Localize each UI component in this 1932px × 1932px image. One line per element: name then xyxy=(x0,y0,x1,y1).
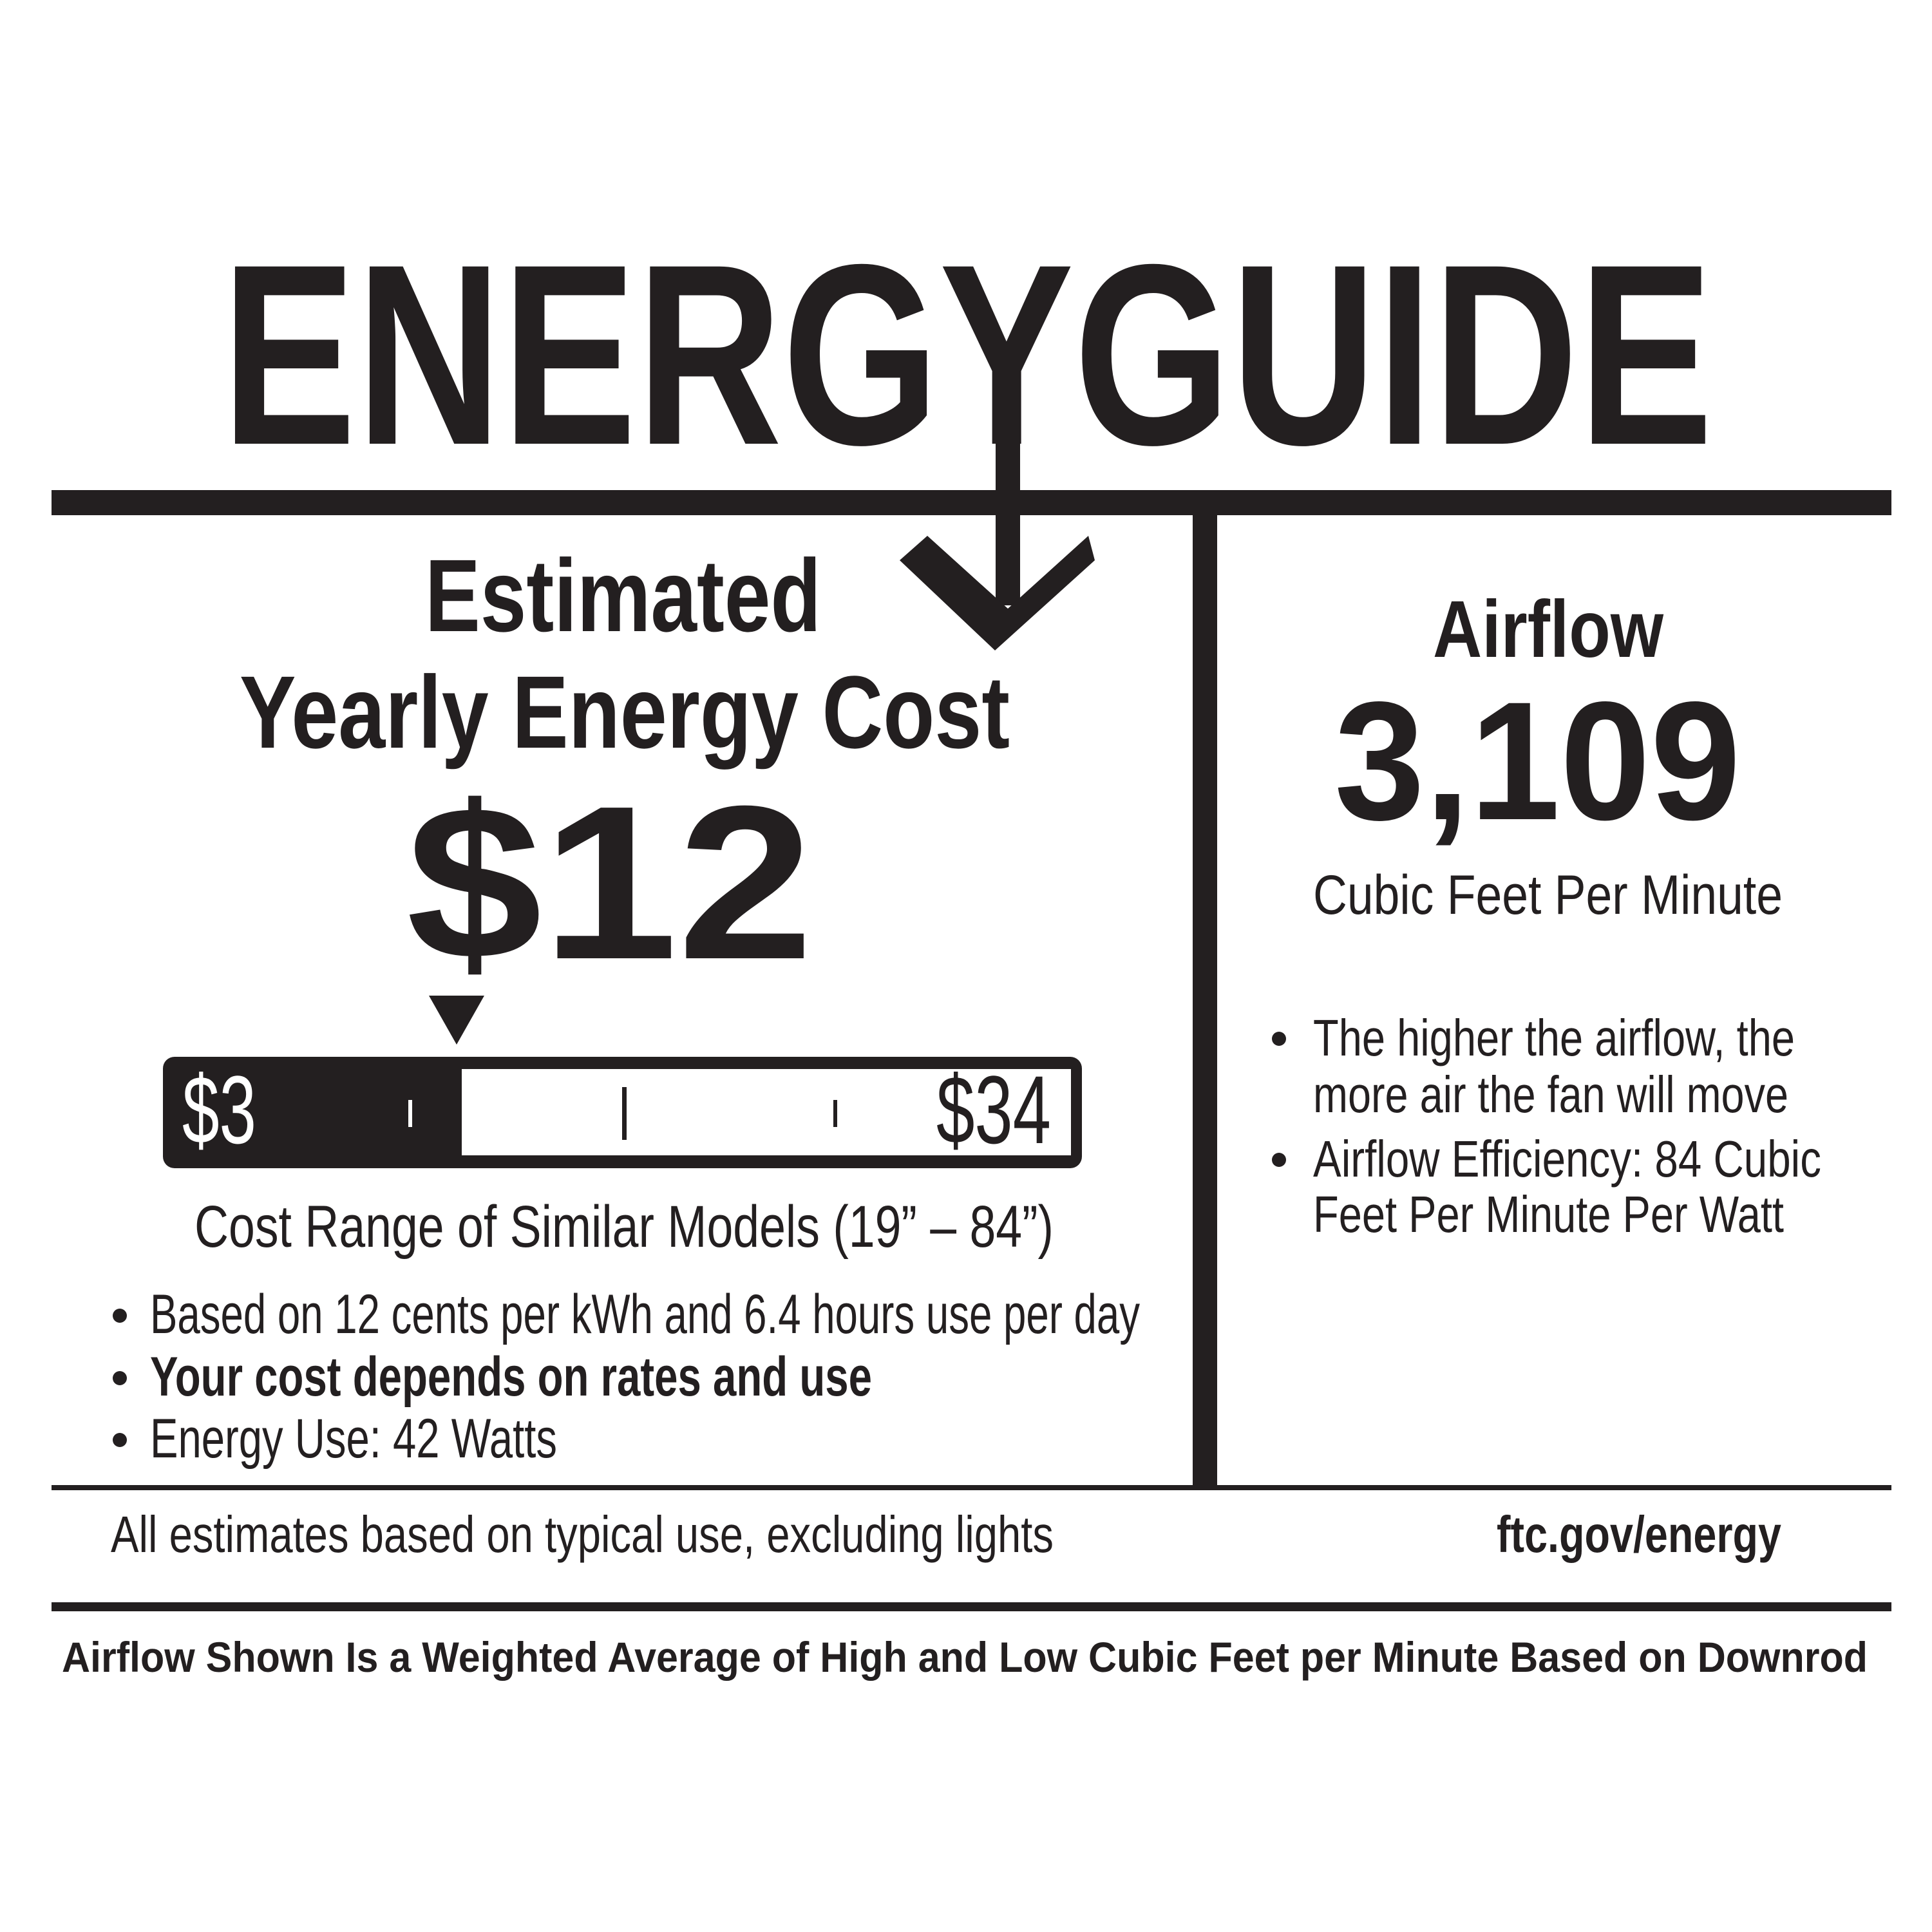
airflow-unit: Cubic Feet Per Minute xyxy=(1313,864,1783,926)
ftc-link[interactable]: ftc.gov/energy xyxy=(1497,1506,1781,1563)
airflow-heading: Airflow xyxy=(1433,585,1664,674)
range-min: $3 xyxy=(182,1056,256,1164)
cost-bullet: Your cost depends on rates and use xyxy=(150,1346,872,1408)
bullet-icon xyxy=(1272,1032,1286,1046)
cost-bullet: Energy Use: 42 Watts xyxy=(150,1408,557,1470)
tick xyxy=(833,1100,837,1127)
cost-heading-line1: Estimated xyxy=(425,538,821,653)
cost-range-label: Cost Range of Similar Models (19” – 84”) xyxy=(194,1194,1054,1260)
bullet-icon xyxy=(113,1433,127,1447)
arrow-shaft xyxy=(996,412,1020,605)
footer-note: All estimates based on typical use, excl… xyxy=(111,1506,1054,1563)
range-max: $34 xyxy=(936,1056,1051,1164)
rule-footer-bottom xyxy=(52,1602,1891,1611)
tick xyxy=(622,1087,627,1140)
bullet-icon xyxy=(1272,1153,1286,1167)
cost-bullet: Based on 12 cents per kWh and 6.4 hours … xyxy=(150,1283,1140,1345)
bullet-icon xyxy=(113,1371,127,1385)
airflow-bullet: Airflow Efficiency: 84 Cubic xyxy=(1313,1130,1821,1188)
arrow-down-icon xyxy=(900,536,1095,650)
label-title: ENERGYGUIDE xyxy=(222,211,1713,498)
airflow-bullet: The higher the airflow, the xyxy=(1313,1009,1795,1066)
cost-value: $12 xyxy=(406,761,813,1005)
airflow-disclaimer: Airflow Shown Is a Weighted Average of H… xyxy=(62,1633,1868,1681)
rule-footer-top xyxy=(52,1485,1891,1490)
bullet-icon xyxy=(113,1309,127,1323)
cost-range-bar: $3 $34 xyxy=(163,1056,1082,1168)
tick xyxy=(408,1100,412,1127)
airflow-value: 3,109 xyxy=(1334,667,1741,855)
airflow-bullet-cont: more air the fan will move xyxy=(1313,1066,1788,1123)
top-rule xyxy=(52,490,1891,515)
vertical-divider xyxy=(1193,515,1217,1487)
cost-position-marker-icon xyxy=(429,996,484,1045)
cost-heading-line2: Yearly Energy Cost xyxy=(240,654,1010,770)
airflow-bullet-cont: Feet Per Minute Per Watt xyxy=(1313,1186,1784,1243)
